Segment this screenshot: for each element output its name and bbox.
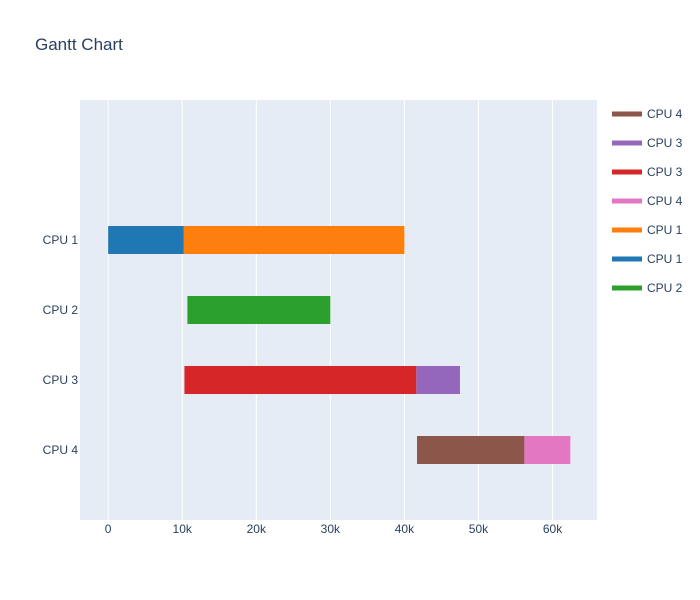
legend: CPU 4 CPU 3 CPU 3 CPU 4 CPU 1 CPU 1 CPU 2 xyxy=(612,107,683,295)
y-tick-label: CPU 3 xyxy=(43,373,79,387)
legend-label: CPU 4 xyxy=(647,107,683,121)
legend-item[interactable]: CPU 4 xyxy=(612,107,683,121)
x-tick-label: 40k xyxy=(395,522,415,536)
bars xyxy=(108,226,571,464)
gantt-bar[interactable] xyxy=(184,366,417,394)
gantt-bar[interactable] xyxy=(524,436,571,464)
legend-item[interactable]: CPU 1 xyxy=(612,252,683,266)
gantt-bar[interactable] xyxy=(108,226,184,254)
x-tick-label: 60k xyxy=(543,522,563,536)
x-tick-label: 10k xyxy=(173,522,193,536)
y-tick-label: CPU 4 xyxy=(43,443,79,457)
legend-item[interactable]: CPU 2 xyxy=(612,281,683,295)
legend-item[interactable]: CPU 3 xyxy=(612,165,683,179)
gantt-bar[interactable] xyxy=(183,226,405,254)
y-tick-label: CPU 1 xyxy=(43,233,79,247)
legend-label: CPU 1 xyxy=(647,223,683,237)
x-tick-label: 0 xyxy=(105,522,112,536)
y-axis-ticks: CPU 1 CPU 2 CPU 3 CPU 4 xyxy=(43,233,79,457)
x-tick-label: 30k xyxy=(321,522,341,536)
chart-title: Gantt Chart xyxy=(35,35,123,54)
gantt-bar[interactable] xyxy=(187,296,331,324)
legend-label: CPU 2 xyxy=(647,281,683,295)
x-tick-label: 20k xyxy=(247,522,267,536)
y-tick-label: CPU 2 xyxy=(43,303,79,317)
gantt-bar[interactable] xyxy=(416,366,460,394)
legend-item[interactable]: CPU 1 xyxy=(612,223,683,237)
legend-label: CPU 3 xyxy=(647,165,683,179)
x-tick-label: 50k xyxy=(469,522,489,536)
legend-label: CPU 3 xyxy=(647,136,683,150)
legend-item[interactable]: CPU 3 xyxy=(612,136,683,150)
legend-item[interactable]: CPU 4 xyxy=(612,194,683,208)
legend-label: CPU 4 xyxy=(647,194,683,208)
legend-label: CPU 1 xyxy=(647,252,683,266)
x-axis-ticks: 0 10k 20k 30k 40k 50k 60k xyxy=(105,522,563,536)
gantt-bar[interactable] xyxy=(417,436,525,464)
